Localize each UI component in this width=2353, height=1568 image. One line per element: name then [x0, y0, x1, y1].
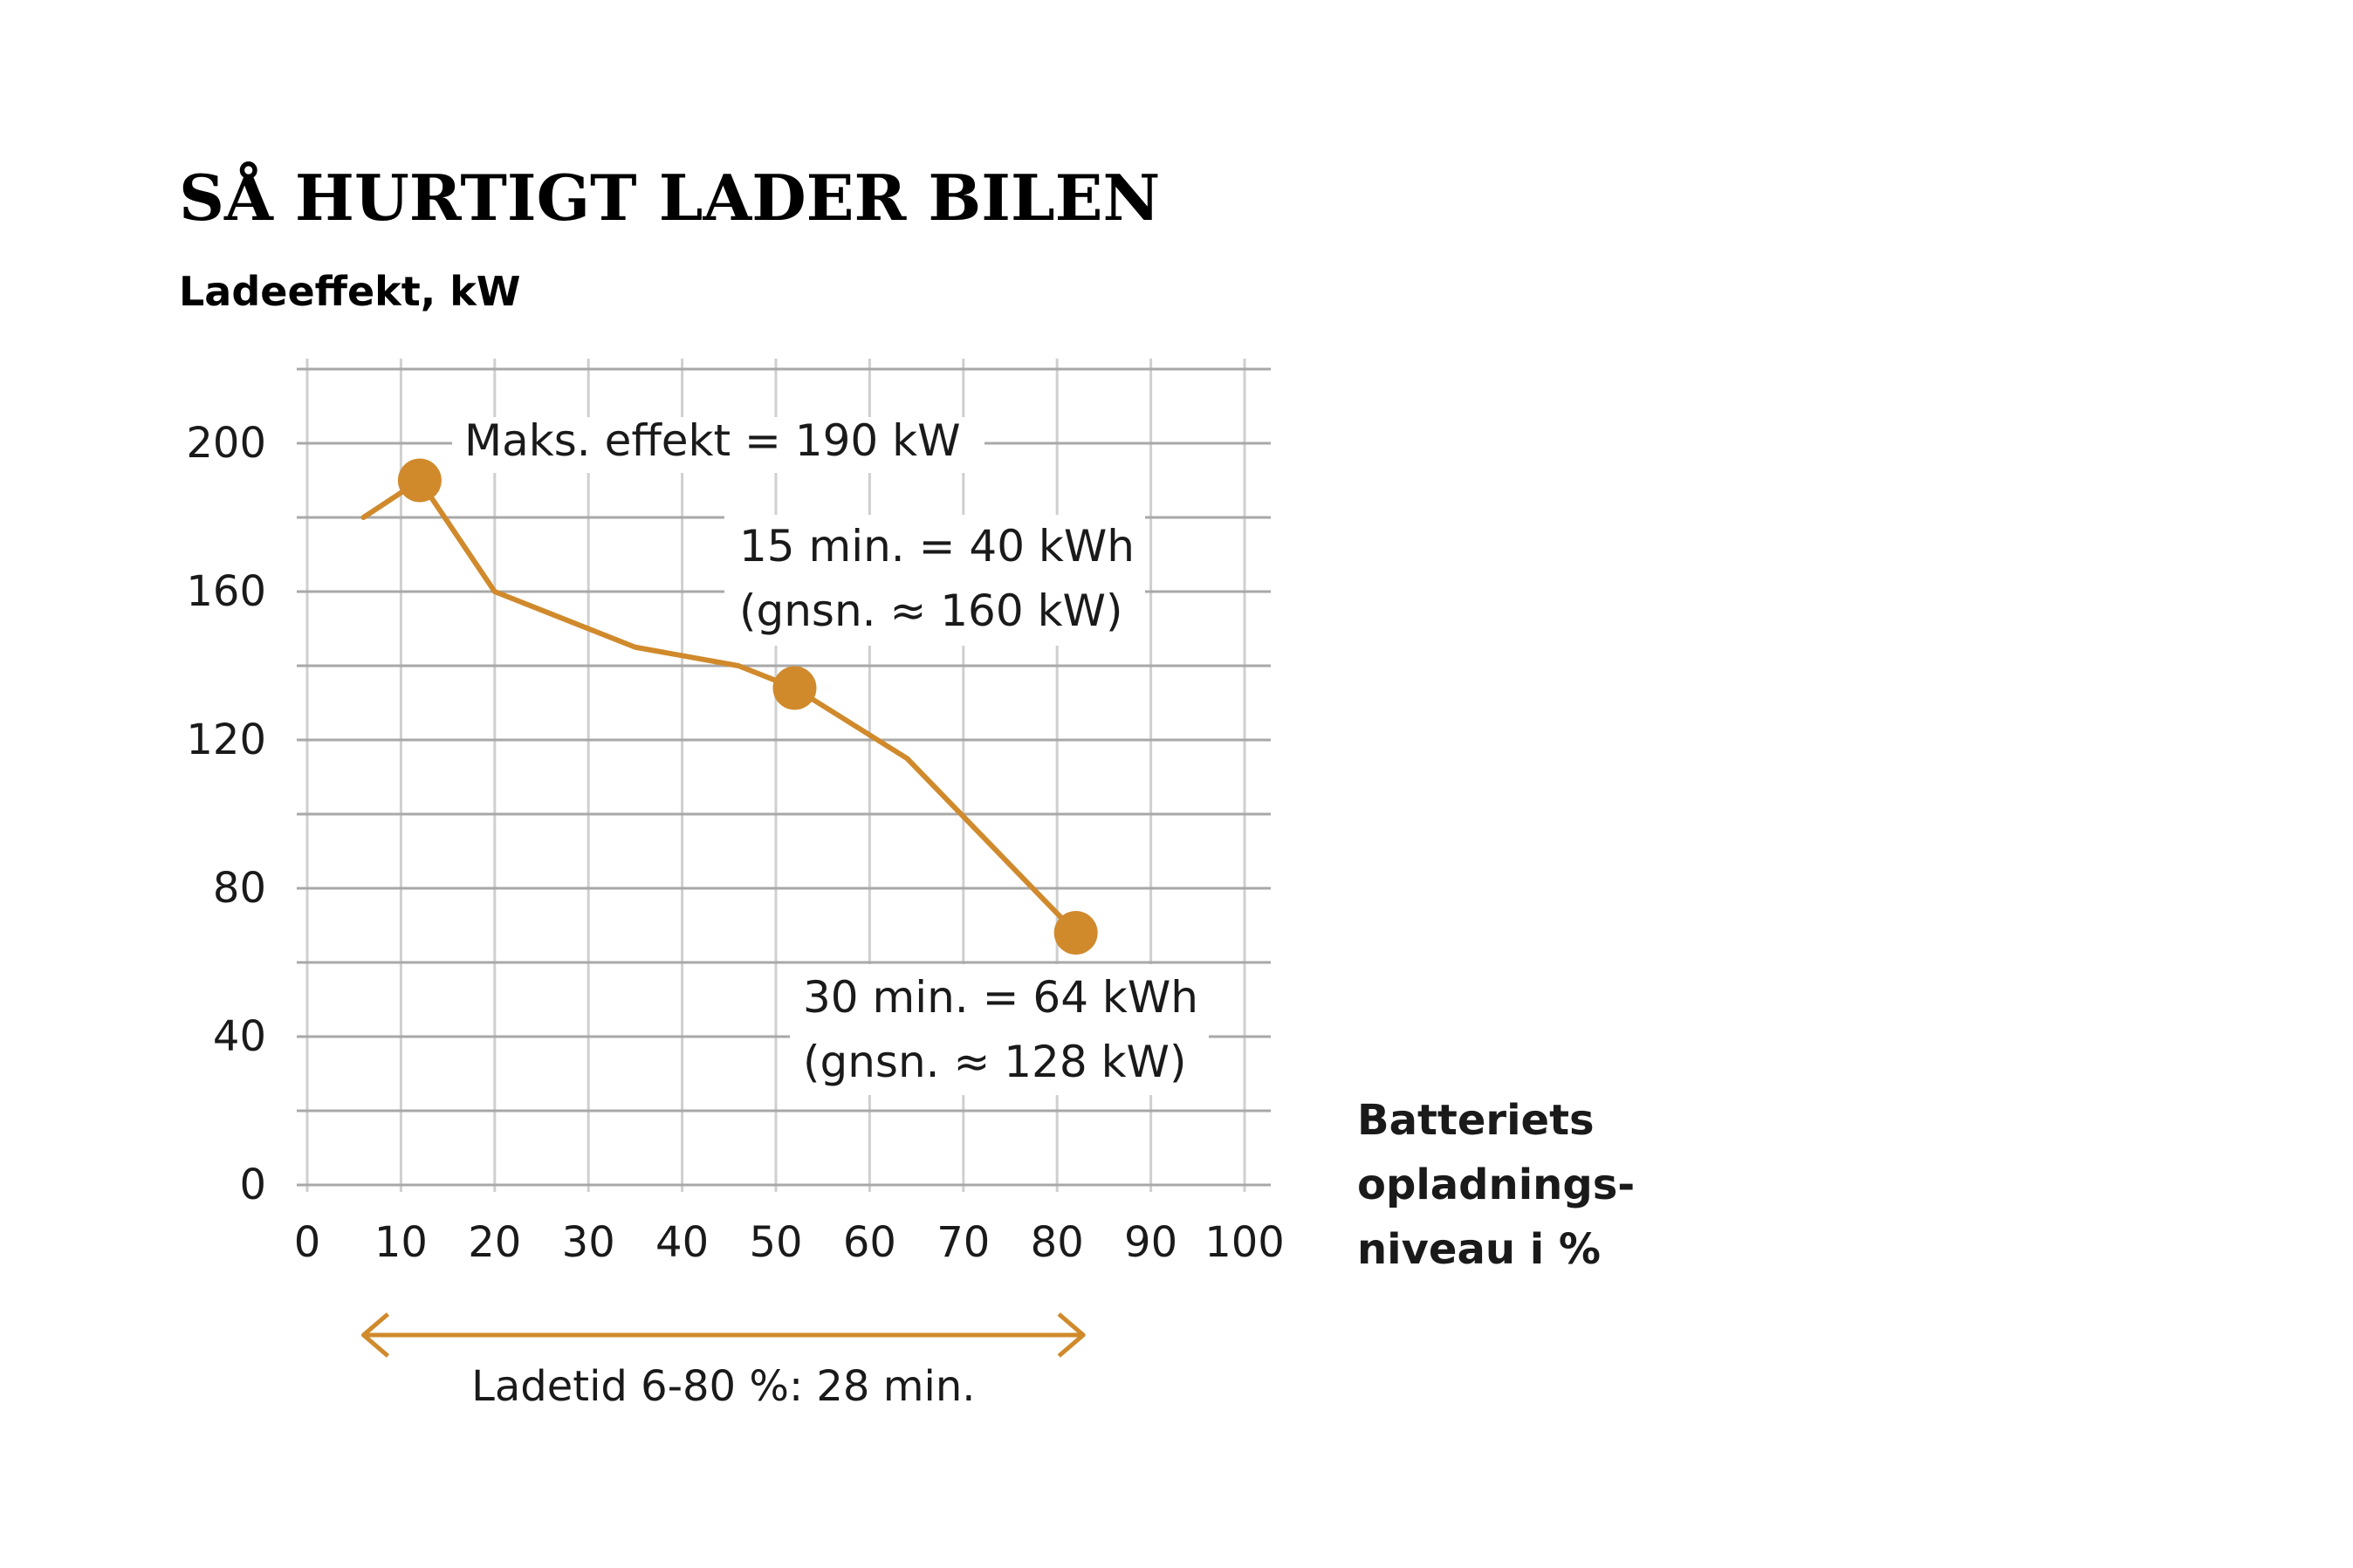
series-line-0	[360, 477, 1079, 935]
x-tick-label-40: 40	[655, 1218, 709, 1267]
y-tick-label-40: 40	[213, 1012, 266, 1061]
range-arrow-label: Ladetid 6-80 %: 28 min.	[471, 1362, 975, 1411]
series-layer	[360, 458, 1098, 955]
range-arrow-left-head	[360, 1312, 390, 1358]
x-axis-label-line-0: Batteriets	[1357, 1096, 1595, 1145]
y-tick-label-120: 120	[186, 716, 266, 764]
x-tick-label-90: 90	[1124, 1218, 1177, 1267]
annotations-layer: Maks. effekt = 190 kW 15 min. = 40 kWh (gn…	[452, 415, 1209, 1095]
charge-time-range: Ladetid 6-80 %: 28 min.	[360, 1312, 1086, 1411]
annotation-2-line-0: 30 min. = 64 kWh	[803, 972, 1198, 1023]
y-tick-labels: 0 40 80 120 160 200	[186, 419, 266, 1209]
y-axis-label: Ladeeffekt, kW	[179, 268, 521, 315]
annotation-1-line-1: (gnsn. ≈ 160 kW)	[739, 585, 1122, 636]
x-tick-label-50: 50	[749, 1218, 802, 1267]
x-tick-label-60: 60	[843, 1218, 896, 1267]
annotation-background-0	[452, 417, 984, 473]
x-tick-label-80: 80	[1031, 1218, 1084, 1267]
range-arrow-right-head	[1057, 1312, 1086, 1358]
x-axis-label: Batteriets opladnings-niveau i %	[1357, 1096, 1635, 1274]
data-point-marker-2	[1053, 911, 1098, 955]
data-point-marker-1	[772, 666, 817, 710]
data-point-marker-0	[397, 458, 442, 503]
x-axis-label-line-2: niveau i %	[1357, 1225, 1601, 1274]
y-tick-label-160: 160	[186, 567, 266, 616]
annotation-background-2	[790, 964, 1209, 1095]
chart-title: SÅ HURTIGT LADER BILEN	[179, 161, 1160, 235]
annotation-0-line-0: Maks. effekt = 190 kW	[464, 415, 961, 466]
y-tick-label-80: 80	[213, 864, 266, 913]
x-tick-label-20: 20	[468, 1218, 521, 1267]
x-axis-label-line-1: opladnings-	[1357, 1161, 1635, 1209]
annotation-2-line-1: (gnsn. ≈ 128 kW)	[803, 1037, 1186, 1087]
x-tick-label-30: 30	[562, 1218, 615, 1267]
x-tick-label-0: 0	[294, 1218, 321, 1267]
x-tick-label-100: 100	[1204, 1218, 1285, 1267]
x-tick-label-10: 10	[374, 1218, 428, 1267]
x-tick-labels: 0 10 20 30 40 50 60 70 80 90 100	[294, 1218, 1285, 1267]
x-tick-label-70: 70	[936, 1218, 990, 1267]
y-tick-label-200: 200	[186, 419, 266, 468]
annotation-1-line-0: 15 min. = 40 kWh	[739, 521, 1135, 572]
y-tick-label-0: 0	[239, 1161, 266, 1209]
annotation-background-1	[724, 515, 1145, 646]
